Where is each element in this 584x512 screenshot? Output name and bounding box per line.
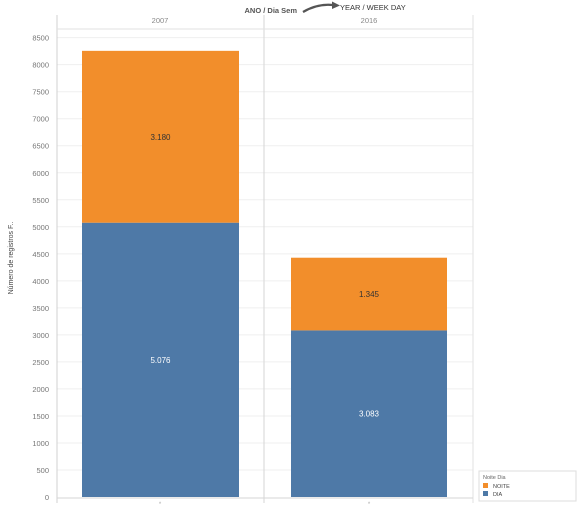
y-tick-label-4000: 4000 xyxy=(32,277,49,286)
header-field-label: ANO / Dia Sem xyxy=(244,6,297,15)
legend-swatch-dia xyxy=(483,491,488,496)
y-tick-label-8000: 8000 xyxy=(32,61,49,70)
y-tick-label-3500: 3500 xyxy=(32,304,49,313)
bar-dia-2016 xyxy=(291,330,447,497)
y-tick-label-2000: 2000 xyxy=(32,385,49,394)
bars xyxy=(82,50,447,497)
header-annotation: YEAR / WEEK DAY xyxy=(340,3,406,12)
y-tick-label-7000: 7000 xyxy=(32,115,49,124)
data-label-dia-2007: 5.076 xyxy=(150,356,171,365)
y-tick-label-3000: 3000 xyxy=(32,331,49,340)
y-tick-label-5500: 5500 xyxy=(32,196,49,205)
pane-frame xyxy=(56,15,474,503)
category-label-2016: * xyxy=(368,502,371,507)
y-tick-label-1000: 1000 xyxy=(32,439,49,448)
panel-label-2016: 2016 xyxy=(361,16,378,25)
y-tick-label-5000: 5000 xyxy=(32,223,49,232)
panel-label-2007: 2007 xyxy=(152,16,169,25)
data-label-noite-2016: 1.345 xyxy=(359,290,380,299)
legend-title: Noite Dia xyxy=(483,475,507,481)
arrow-icon xyxy=(302,1,340,13)
bar-noite-2007 xyxy=(82,50,239,223)
legend-frame xyxy=(478,470,577,502)
data-label-noite-2007: 3.180 xyxy=(150,133,171,142)
bar-noite-2016 xyxy=(291,257,447,331)
y-tick-label-2500: 2500 xyxy=(32,358,49,367)
y-tick-label-8500: 8500 xyxy=(32,34,49,43)
legend-swatch-noite xyxy=(483,483,488,488)
data-label-dia-2016: 3.083 xyxy=(359,410,380,419)
y-tick-label-7500: 7500 xyxy=(32,88,49,97)
legend: Noite Dia NOITE DIA xyxy=(478,470,577,502)
y-tick-label-0: 0 xyxy=(45,493,49,502)
y-tick-label-6000: 6000 xyxy=(32,169,49,178)
legend-item-noite: NOITE xyxy=(493,484,510,490)
category-label-2007: * xyxy=(159,502,162,507)
y-tick-label-4500: 4500 xyxy=(32,250,49,259)
y-tick-label-500: 500 xyxy=(36,466,49,475)
y-axis-title: Número de registros F.. xyxy=(8,222,15,295)
legend-item-dia: DIA xyxy=(493,492,503,498)
data-labels: 5.076 3.180 3.083 1.345 xyxy=(150,133,379,419)
y-tick-label-6500: 6500 xyxy=(32,142,49,151)
y-tick-label-1500: 1500 xyxy=(32,412,49,421)
bar-dia-2007 xyxy=(82,222,239,497)
y-axis: 0 500 1000 1500 2000 2500 3000 3500 4000 4500 5000… xyxy=(32,34,49,502)
